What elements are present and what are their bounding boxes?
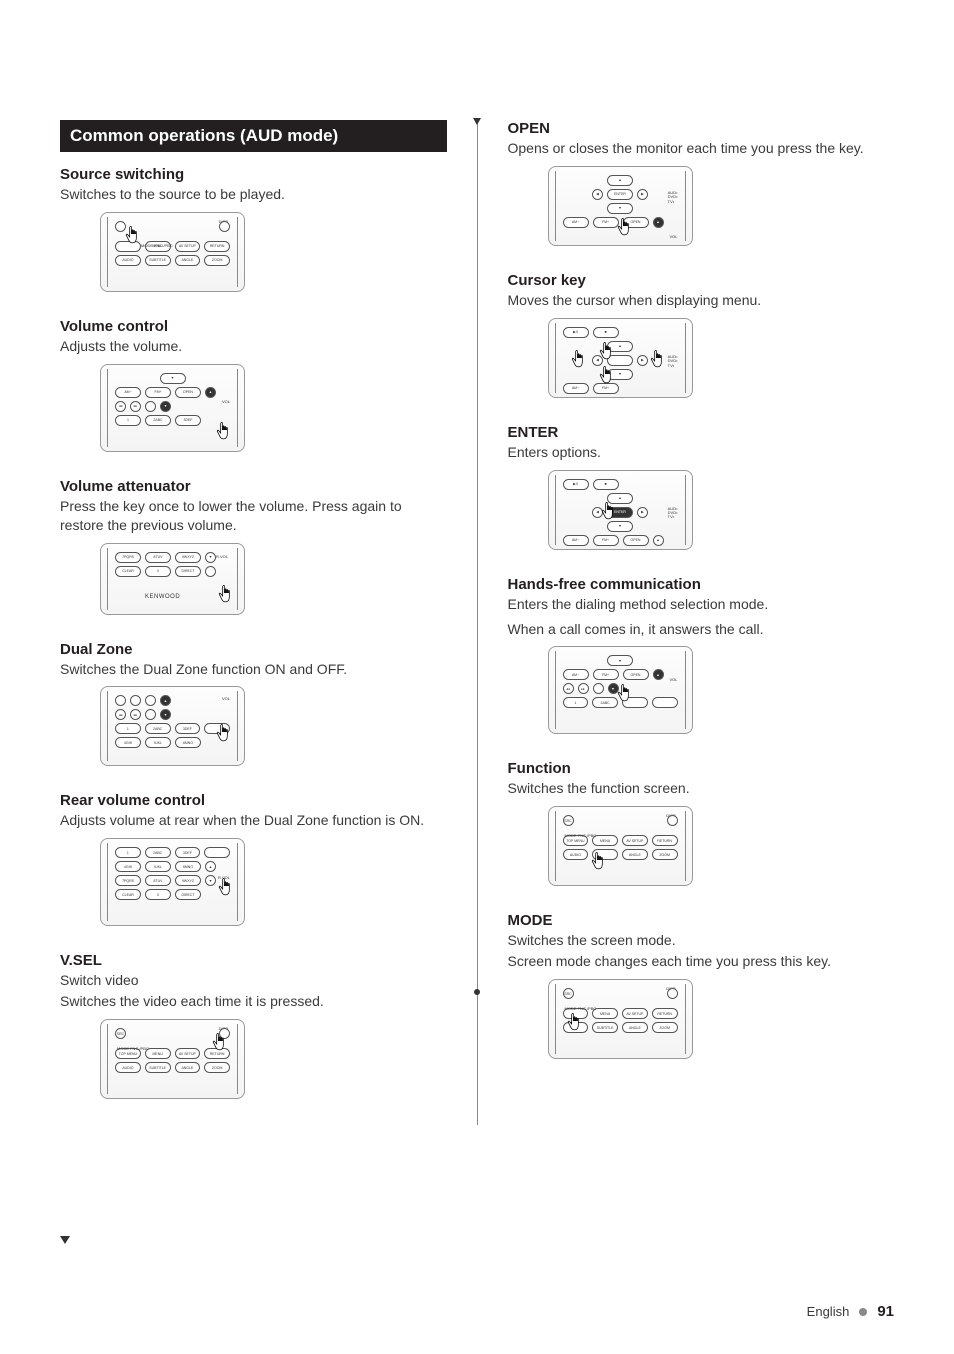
page-footer: English 91 — [807, 1303, 894, 1320]
section-title: ENTER — [508, 424, 895, 441]
hand-icon — [569, 349, 589, 373]
remote-illustration: DISP SRC MODE FNC./PBC MENUAV SETUPRETUR… — [548, 979, 693, 1059]
remote-illustration: ▶II■ ▲ ◀▶ AUD•DVD•TV• ▼ AM−FM+ — [548, 318, 693, 398]
footer-language: English — [807, 1304, 850, 1319]
hand-icon — [599, 501, 619, 525]
section-text: Press the key once to lower the volume. … — [60, 497, 447, 535]
brand-label: KENWOOD — [145, 594, 180, 600]
remote-illustration: DISP SRC MODE FNC./PBC TOP MENUMENUAV SE… — [548, 806, 693, 886]
column-divider — [477, 120, 478, 1125]
section-title: Volume attenuator — [60, 478, 447, 495]
left-column: Common operations (AUD mode) Source swit… — [60, 120, 447, 1125]
section-text: Adjusts volume at rear when the Dual Zon… — [60, 811, 447, 830]
section-text: Moves the cursor when displaying menu. — [508, 291, 895, 310]
hand-icon — [597, 341, 617, 365]
section-title: Rear volume control — [60, 792, 447, 809]
hand-icon — [565, 1012, 585, 1036]
remote-illustration: ▲ ◀ENTER▶ AUD•DVD•TV• ▼ AM−FM+OPEN▲ VOL — [548, 166, 693, 246]
section-text: Screen mode changes each time you press … — [508, 952, 895, 971]
section-text: Adjusts the volume. — [60, 337, 447, 356]
vsel-section: V.SEL Switch video Switches the video ea… — [60, 952, 447, 1103]
remote-illustration: 7PQRS8TUV9WXYZ▼ R.VOL CLEAR0DIRECT KENWO… — [100, 543, 245, 615]
footer-dot-icon — [859, 1308, 867, 1316]
section-text: When a call comes in, it answers the cal… — [508, 620, 895, 639]
volume-attenuator-section: Volume attenuator Press the key once to … — [60, 478, 447, 619]
section-title: MODE — [508, 912, 895, 929]
hand-icon — [615, 217, 635, 241]
page-number: 91 — [877, 1303, 894, 1320]
section-title: Source switching — [60, 166, 447, 183]
section-text: Switches the screen mode. — [508, 931, 895, 950]
hand-icon — [216, 877, 236, 901]
remote-illustration: ▼ AM−FM+OPEN▲ VOL ◂◂▸▸▼ 12ABC3DEF — [100, 364, 245, 452]
hand-icon — [210, 1032, 230, 1056]
hand-icon — [214, 421, 234, 445]
section-text: Switches the video each time it is press… — [60, 992, 447, 1011]
divider-arrow-icon — [473, 118, 481, 125]
hand-icon — [597, 365, 617, 389]
section-title: Dual Zone — [60, 641, 447, 658]
section-text: Enters options. — [508, 443, 895, 462]
section-text: Enters the dialing method selection mode… — [508, 595, 895, 614]
page-columns: Common operations (AUD mode) Source swit… — [60, 120, 894, 1125]
cursor-key-section: Cursor key Moves the cursor when display… — [508, 272, 895, 402]
hand-icon — [615, 683, 635, 707]
remote-illustration: ▶II■ ▲ ◀ENTER▶ AUD•DVD•TV• ▼ AM−FM+OPEN▲ — [548, 470, 693, 550]
section-title: Volume control — [60, 318, 447, 335]
section-title: OPEN — [508, 120, 895, 137]
section-text: Switch video — [60, 971, 447, 990]
remote-illustration: DISP SRC MODE FNC./PBC TOP MENUMENUAV SE… — [100, 1019, 245, 1099]
divider-dot-icon — [474, 989, 480, 995]
section-header: Common operations (AUD mode) — [60, 120, 447, 152]
enter-section: ENTER Enters options. ▶II■ ▲ ◀ENTER▶ AUD… — [508, 424, 895, 554]
hand-icon — [123, 225, 143, 249]
handsfree-section: Hands-free communication Enters the dial… — [508, 576, 895, 739]
right-column: OPEN Opens or closes the monitor each ti… — [508, 120, 895, 1125]
function-section: Function Switches the function screen. D… — [508, 760, 895, 890]
section-text: Switches the function screen. — [508, 779, 895, 798]
rear-volume-section: Rear volume control Adjusts volume at re… — [60, 792, 447, 930]
source-switching-section: Source switching Switches to the source … — [60, 166, 447, 296]
hand-icon — [216, 584, 236, 608]
page-continuation-arrow-icon — [60, 1236, 70, 1244]
dual-zone-section: Dual Zone Switches the Dual Zone functio… — [60, 641, 447, 771]
section-text: Switches to the source to be played. — [60, 185, 447, 204]
remote-illustration: ▲ VOL ◂◂▸▸▼ 12ABC3DEF 4GHI5JKL6MNO — [100, 686, 245, 766]
open-section: OPEN Opens or closes the monitor each ti… — [508, 120, 895, 250]
section-text: Opens or closes the monitor each time yo… — [508, 139, 895, 158]
section-title: Function — [508, 760, 895, 777]
hand-icon — [214, 723, 234, 747]
section-title: Cursor key — [508, 272, 895, 289]
section-text: Switches the Dual Zone function ON and O… — [60, 660, 447, 679]
hand-icon — [589, 851, 609, 875]
remote-illustration: 12ABC3DEF 4GHI5JKL6MNO▲ R.VOL 7PQRS8TUV9… — [100, 838, 245, 926]
section-title: Hands-free communication — [508, 576, 895, 593]
hand-icon — [648, 349, 668, 373]
volume-control-section: Volume control Adjusts the volume. ▼ AM−… — [60, 318, 447, 456]
section-title: V.SEL — [60, 952, 447, 969]
remote-illustration: DISP MODE FNC./PBC MENUAV SETUPRETURN AU… — [100, 212, 245, 292]
mode-section: MODE Switches the screen mode. Screen mo… — [508, 912, 895, 1063]
remote-illustration: ▼ AM−FM+OPEN▲ VOL ◂◂▸▸▼ 12ABC — [548, 646, 693, 734]
